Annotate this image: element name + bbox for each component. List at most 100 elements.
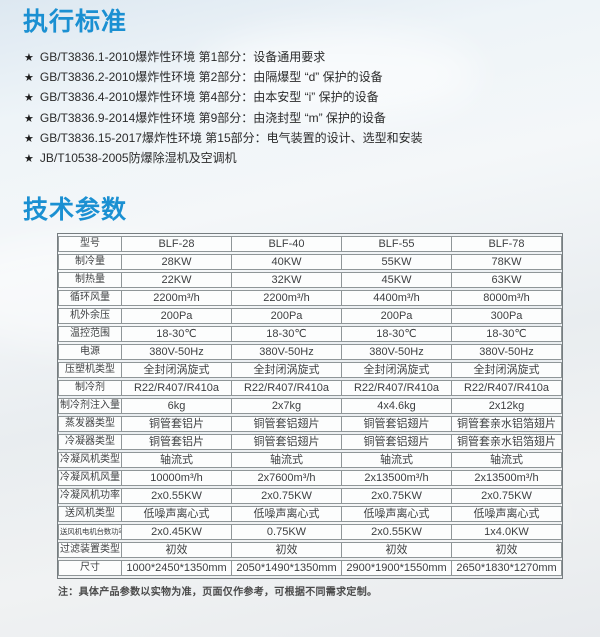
- specs-table: 型号 BLF-28 BLF-40 BLF-55 BLF-78 制冷量 28KW 40KW 55K…: [57, 233, 563, 580]
- table-cell: 2x0.75KW: [342, 488, 452, 505]
- table-row: 送风机类型 低噪声离心式 低噪声离心式 低噪声离心式 低噪声离心式: [58, 506, 562, 523]
- table-row: 机外余压 200Pa 200Pa 200Pa 300Pa: [58, 308, 562, 325]
- standard-item: ★ GB/T3836.2-2010爆炸性环境 第2部分：由隔爆型 “d” 保护的设…: [24, 68, 600, 88]
- table-cell: 低噪声离心式: [232, 506, 342, 523]
- table-row: 冷凝风机功率 2x0.55KW 2x0.75KW 2x0.75KW 2x0.75KW: [58, 488, 562, 505]
- table-cell: 1x4.0KW: [452, 524, 562, 541]
- table-cell: 380V-50Hz: [122, 344, 232, 361]
- table-cell: 全封闭涡旋式: [342, 362, 452, 379]
- standard-item: ★ GB/T3836.1-2010爆炸性环境 第1部分：设备通用要求: [24, 48, 600, 68]
- row-label: 制热量: [58, 272, 122, 289]
- table-cell: 铜管套铝翅片: [232, 416, 342, 433]
- table-cell: 32KW: [232, 272, 342, 289]
- table-cell: 全封闭涡旋式: [452, 362, 562, 379]
- table-cell: 18-30℃: [122, 326, 232, 343]
- table-cell: 78KW: [452, 254, 562, 271]
- page: 执行标准 ★ GB/T3836.1-2010爆炸性环境 第1部分：设备通用要求 ★ G…: [0, 0, 600, 598]
- table-row: 电源 380V-50Hz 380V-50Hz 380V-50Hz 380V-50Hz: [58, 344, 562, 361]
- table-cell: 18-30℃: [452, 326, 562, 343]
- row-label: 冷凝器类型: [58, 434, 122, 451]
- row-label: 蒸发器类型: [58, 416, 122, 433]
- row-label: 送风机类型: [58, 506, 122, 523]
- table-cell: 200Pa: [232, 308, 342, 325]
- table-row: 送风机电机台数功率 2x0.45KW 0.75KW 2x0.55KW 1x4.0KW: [58, 524, 562, 541]
- column-header-cell: BLF-55: [342, 236, 452, 253]
- row-label: 电源: [58, 344, 122, 361]
- row-label: 冷凝风机风量: [58, 470, 122, 487]
- table-cell: 1000*2450*1350mm: [122, 560, 232, 577]
- star-icon: ★: [24, 132, 34, 145]
- table-cell: 铜管套铝翅片: [232, 434, 342, 451]
- table-cell: 40KW: [232, 254, 342, 271]
- star-icon: ★: [24, 153, 34, 166]
- table-cell: 2x13500m³/h: [452, 470, 562, 487]
- table-cell: 2900*1900*1550mm: [342, 560, 452, 577]
- table-row: 过滤装置类型 初效 初效 初效 初效: [58, 542, 562, 559]
- table-row: 蒸发器类型 铜管套铝片 铜管套铝翅片 铜管套铝翅片 铜管套亲水铝箔翅片: [58, 416, 562, 433]
- table-cell: 2x7kg: [232, 398, 342, 415]
- standard-text: GB/T3836.9-2014爆炸性环境 第9部分：由浇封型 “m” 保护的设备: [39, 110, 386, 125]
- table-cell: 200Pa: [342, 308, 452, 325]
- table-cell: 4400m³/h: [342, 290, 452, 307]
- column-header-label: 型号: [58, 236, 122, 253]
- table-cell: 铜管套亲水铝箔翅片: [452, 416, 562, 433]
- table-cell: 2x0.45KW: [122, 524, 232, 541]
- specs-note: 注：具体产品参数以实物为准，页面仅作参考，可根据不同需求定制。: [58, 587, 378, 599]
- table-cell: R22/R407/R410a: [342, 380, 452, 397]
- table-cell: 低噪声离心式: [452, 506, 562, 523]
- row-label: 压塑机类型: [58, 362, 122, 379]
- table-cell: 2200m³/h: [122, 290, 232, 307]
- table-cell: 2050*1490*1350mm: [232, 560, 342, 577]
- table-cell: 2x13500m³/h: [342, 470, 452, 487]
- row-label: 循环风量: [58, 290, 122, 307]
- table-cell: 2x0.55KW: [342, 524, 452, 541]
- row-label: 机外余压: [58, 308, 122, 325]
- table-row: 冷凝风机风量 10000m³/h 2x7600m³/h 2x13500m³/h 2x13…: [58, 470, 562, 487]
- standard-text: GB/T3836.2-2010爆炸性环境 第2部分：由隔爆型 “d” 保护的设备: [39, 70, 383, 85]
- star-icon: ★: [24, 112, 34, 125]
- table-cell: 18-30℃: [342, 326, 452, 343]
- table-cell: 2x12kg: [452, 398, 562, 415]
- row-label: 制冷剂注入量: [58, 398, 122, 415]
- standard-item: ★ JB/T10538-2005防爆除湿机及空调机: [24, 149, 600, 169]
- standard-text: JB/T10538-2005防爆除湿机及空调机: [39, 151, 237, 166]
- table-cell: 18-30℃: [232, 326, 342, 343]
- table-cell: 4x4.6kg: [342, 398, 452, 415]
- standards-section: 执行标准 ★ GB/T3836.1-2010爆炸性环境 第1部分：设备通用要求 ★ G…: [0, 0, 600, 169]
- table-cell: 0.75KW: [232, 524, 342, 541]
- table-cell: 轴流式: [232, 452, 342, 469]
- standards-list: ★ GB/T3836.1-2010爆炸性环境 第1部分：设备通用要求 ★ GB/T38…: [24, 48, 600, 169]
- table-cell: 初效: [452, 542, 562, 559]
- table-cell: 28KW: [122, 254, 232, 271]
- table-cell: 2200m³/h: [232, 290, 342, 307]
- table-cell: 380V-50Hz: [452, 344, 562, 361]
- specs-title: 技术参数: [23, 196, 128, 225]
- table-cell: 6kg: [122, 398, 232, 415]
- row-label: 冷凝风机功率: [58, 488, 122, 505]
- specs-section: 技术参数 型号 BLF-28 BLF-40 BLF-55 BLF-78 制冷量 28KW 40…: [0, 169, 600, 598]
- table-row: 循环风量 2200m³/h 2200m³/h 4400m³/h 8000m³/h: [58, 290, 562, 307]
- table-cell: 22KW: [122, 272, 232, 289]
- table-cell: 轴流式: [452, 452, 562, 469]
- column-header-cell: BLF-40: [232, 236, 342, 253]
- table-cell: 380V-50Hz: [342, 344, 452, 361]
- table-row: 制冷剂 R22/R407/R410a R22/R407/R410a R22/R407/…: [58, 380, 562, 397]
- standards-title: 执行标准: [23, 8, 128, 36]
- table-cell: 全封闭涡旋式: [232, 362, 342, 379]
- table-cell: 63KW: [452, 272, 562, 289]
- table-cell: 2x0.75KW: [452, 488, 562, 505]
- table-cell: 2x0.75KW: [232, 488, 342, 505]
- table-cell: 初效: [342, 542, 452, 559]
- table-cell: 铜管套铝翅片: [342, 434, 452, 451]
- table-cell: 2x0.55KW: [122, 488, 232, 505]
- standard-item: ★ GB/T3836.9-2014爆炸性环境 第9部分：由浇封型 “m” 保护的设…: [24, 109, 600, 129]
- star-icon: ★: [24, 92, 34, 105]
- standard-text: GB/T3836.1-2010爆炸性环境 第1部分：设备通用要求: [39, 50, 326, 64]
- row-label: 温控范围: [58, 326, 122, 343]
- row-label: 送风机电机台数功率: [58, 524, 122, 541]
- table-row: 尺寸 1000*2450*1350mm 2050*1490*1350mm 2900*1…: [58, 560, 562, 577]
- star-icon: ★: [24, 72, 34, 85]
- table-row: 制冷量 28KW 40KW 55KW 78KW: [58, 254, 562, 271]
- table-header-row: 型号 BLF-28 BLF-40 BLF-55 BLF-78: [58, 236, 562, 253]
- table-cell: 轴流式: [122, 452, 232, 469]
